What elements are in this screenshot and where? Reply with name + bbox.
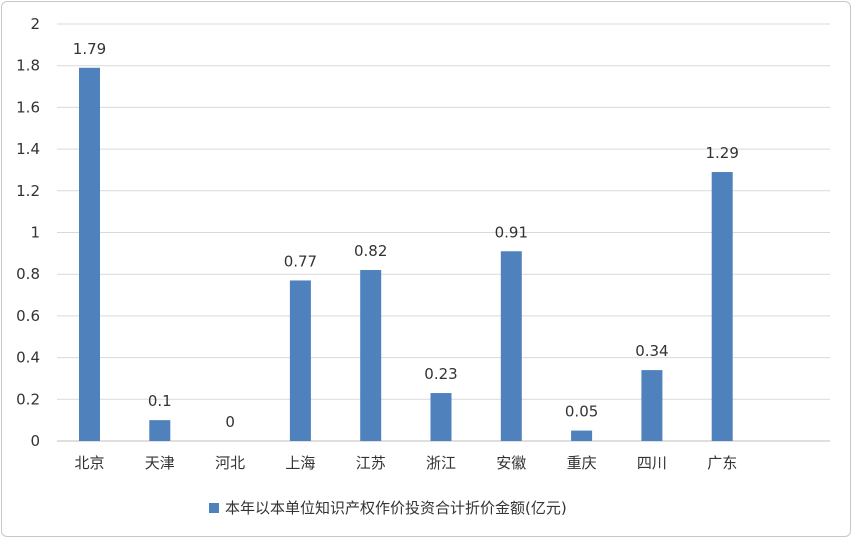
gridlines xyxy=(57,23,830,442)
y-tick-label: 0.2 xyxy=(16,390,40,408)
x-tick-label: 上海 xyxy=(285,454,315,472)
x-tick-label: 浙江 xyxy=(426,454,456,472)
bar xyxy=(430,393,452,441)
x-tick-label: 重庆 xyxy=(567,454,597,472)
data-label: 0.23 xyxy=(424,365,457,383)
x-tick-label: 广东 xyxy=(707,454,737,472)
legend-label: 本年以本单位知识产权作价投资合计折价金额(亿元) xyxy=(225,499,567,517)
bar xyxy=(360,270,382,441)
data-label: 0.1 xyxy=(148,392,172,410)
data-label: 0.34 xyxy=(635,342,668,360)
data-label: 1.79 xyxy=(73,40,106,58)
y-tick-label: 1.8 xyxy=(16,57,40,75)
bar xyxy=(289,280,311,441)
bar xyxy=(79,67,100,441)
data-label: 0.82 xyxy=(354,242,387,260)
x-tick-label: 安徽 xyxy=(496,454,526,472)
x-axis-ticks: 北京 天津 河北 上海 江苏 浙江 安徽 重庆 四川 广东 xyxy=(74,454,737,472)
data-label: 0.77 xyxy=(284,252,317,270)
y-tick-label: 1 xyxy=(30,224,40,242)
bar xyxy=(149,420,171,441)
y-tick-label: 0 xyxy=(30,432,40,450)
bar xyxy=(711,172,733,441)
bar xyxy=(641,370,663,441)
y-tick-label: 0.6 xyxy=(16,307,40,325)
x-tick-label: 河北 xyxy=(215,454,245,472)
y-tick-label: 1.2 xyxy=(16,182,40,200)
y-tick-label: 0.8 xyxy=(16,265,40,283)
legend: 本年以本单位知识产权作价投资合计折价金额(亿元) xyxy=(209,499,567,517)
y-tick-label: 2 xyxy=(30,15,40,33)
bar xyxy=(571,430,593,441)
bars xyxy=(79,67,733,441)
x-tick-label: 天津 xyxy=(145,454,175,472)
x-tick-label: 江苏 xyxy=(356,454,386,472)
data-label: 0 xyxy=(225,413,235,431)
data-label: 0.91 xyxy=(495,223,528,241)
data-label: 0.05 xyxy=(565,403,598,421)
y-tick-label: 1.6 xyxy=(16,98,40,116)
x-tick-label: 四川 xyxy=(637,454,667,472)
bar xyxy=(500,251,522,441)
x-tick-label: 北京 xyxy=(74,454,104,472)
legend-swatch xyxy=(209,503,219,513)
data-labels: 1.79 0.1 0 0.77 0.82 0.23 0.91 0.05 0.34 1.29 xyxy=(73,40,739,431)
y-tick-label: 1.4 xyxy=(16,140,40,158)
y-tick-label: 0.4 xyxy=(16,349,40,367)
data-label: 1.29 xyxy=(705,144,738,162)
y-axis-ticks: 0 0.2 0.4 0.6 0.8 1 1.2 1.4 1.6 1.8 2 xyxy=(16,15,40,450)
